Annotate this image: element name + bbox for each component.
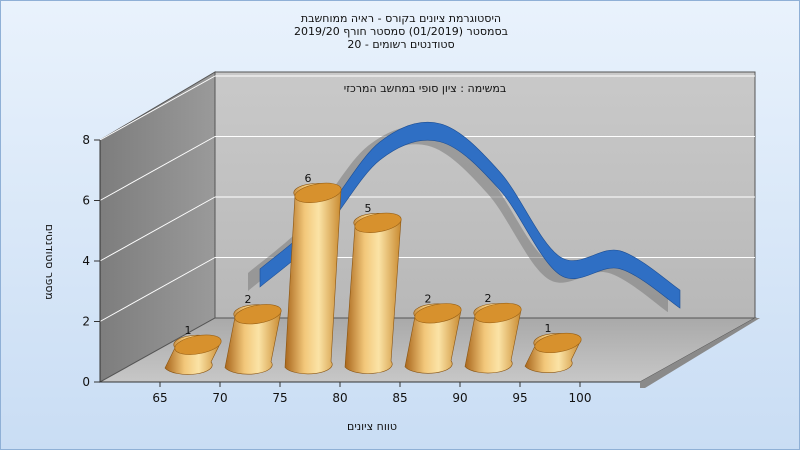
- x-tick-label: 70: [212, 391, 227, 405]
- chart-title-line-1: היסטוגרמת ציונים בקורס - ראיה ממוחשבת: [300, 12, 502, 25]
- x-tick-label: 85: [392, 391, 407, 405]
- bar-top: [234, 304, 282, 325]
- bar: 2: [464, 292, 522, 374]
- bar-value-label: 1: [545, 322, 552, 335]
- chart-floor-edge: [640, 318, 760, 388]
- y-tick-label: 2: [82, 315, 90, 329]
- bar-value-label: 1: [185, 324, 192, 337]
- bar-top: [354, 212, 402, 233]
- x-tick-label: 90: [452, 391, 467, 405]
- bar-top: [534, 332, 582, 354]
- x-tick-label: 95: [512, 391, 527, 405]
- x-tick-label: 100: [569, 391, 592, 405]
- bar-top: [174, 334, 222, 355]
- bar: 2: [224, 293, 282, 375]
- x-tick-label: 65: [152, 391, 167, 405]
- chart-annotation: במשימה : ציון סופי במחשב המרכזי: [344, 82, 507, 95]
- bar-value-label: 2: [485, 292, 492, 305]
- x-tick-label: 80: [332, 391, 347, 405]
- bar-top: [474, 302, 522, 324]
- x-axis-title: טווח ציונים: [347, 420, 397, 433]
- y-tick-label: 4: [82, 254, 90, 268]
- y-axis-title: מספר סטודנטים: [43, 224, 56, 300]
- bar: 5: [344, 202, 402, 374]
- distribution-curve: [259, 121, 681, 309]
- bar-value-label: 6: [305, 172, 312, 185]
- bar-value-label: 2: [245, 293, 252, 306]
- bar-top: [294, 182, 342, 203]
- bar: 6: [284, 172, 342, 375]
- y-tick-label: 8: [82, 133, 90, 147]
- y-tick-label: 6: [82, 194, 90, 208]
- gridline-left: [99, 75, 216, 141]
- gridline-left: [99, 136, 216, 201]
- bar: 2: [404, 292, 462, 374]
- gridline-left: [99, 196, 216, 262]
- y-tick-label: 0: [82, 375, 90, 389]
- bar: 1: [524, 322, 582, 373]
- bar-value-label: 2: [425, 292, 432, 305]
- chart-title-line-2: בסמסטר (01/2019) סמסטר חורף 2019/20: [294, 25, 508, 38]
- bar-value-label: 5: [365, 202, 372, 215]
- x-tick-label: 75: [272, 391, 287, 405]
- chart-title-line-3: סטודנטים רשומים - 20: [347, 38, 455, 51]
- gridline-left: [99, 257, 216, 322]
- bar: 1: [164, 324, 222, 375]
- bar-top: [414, 303, 462, 324]
